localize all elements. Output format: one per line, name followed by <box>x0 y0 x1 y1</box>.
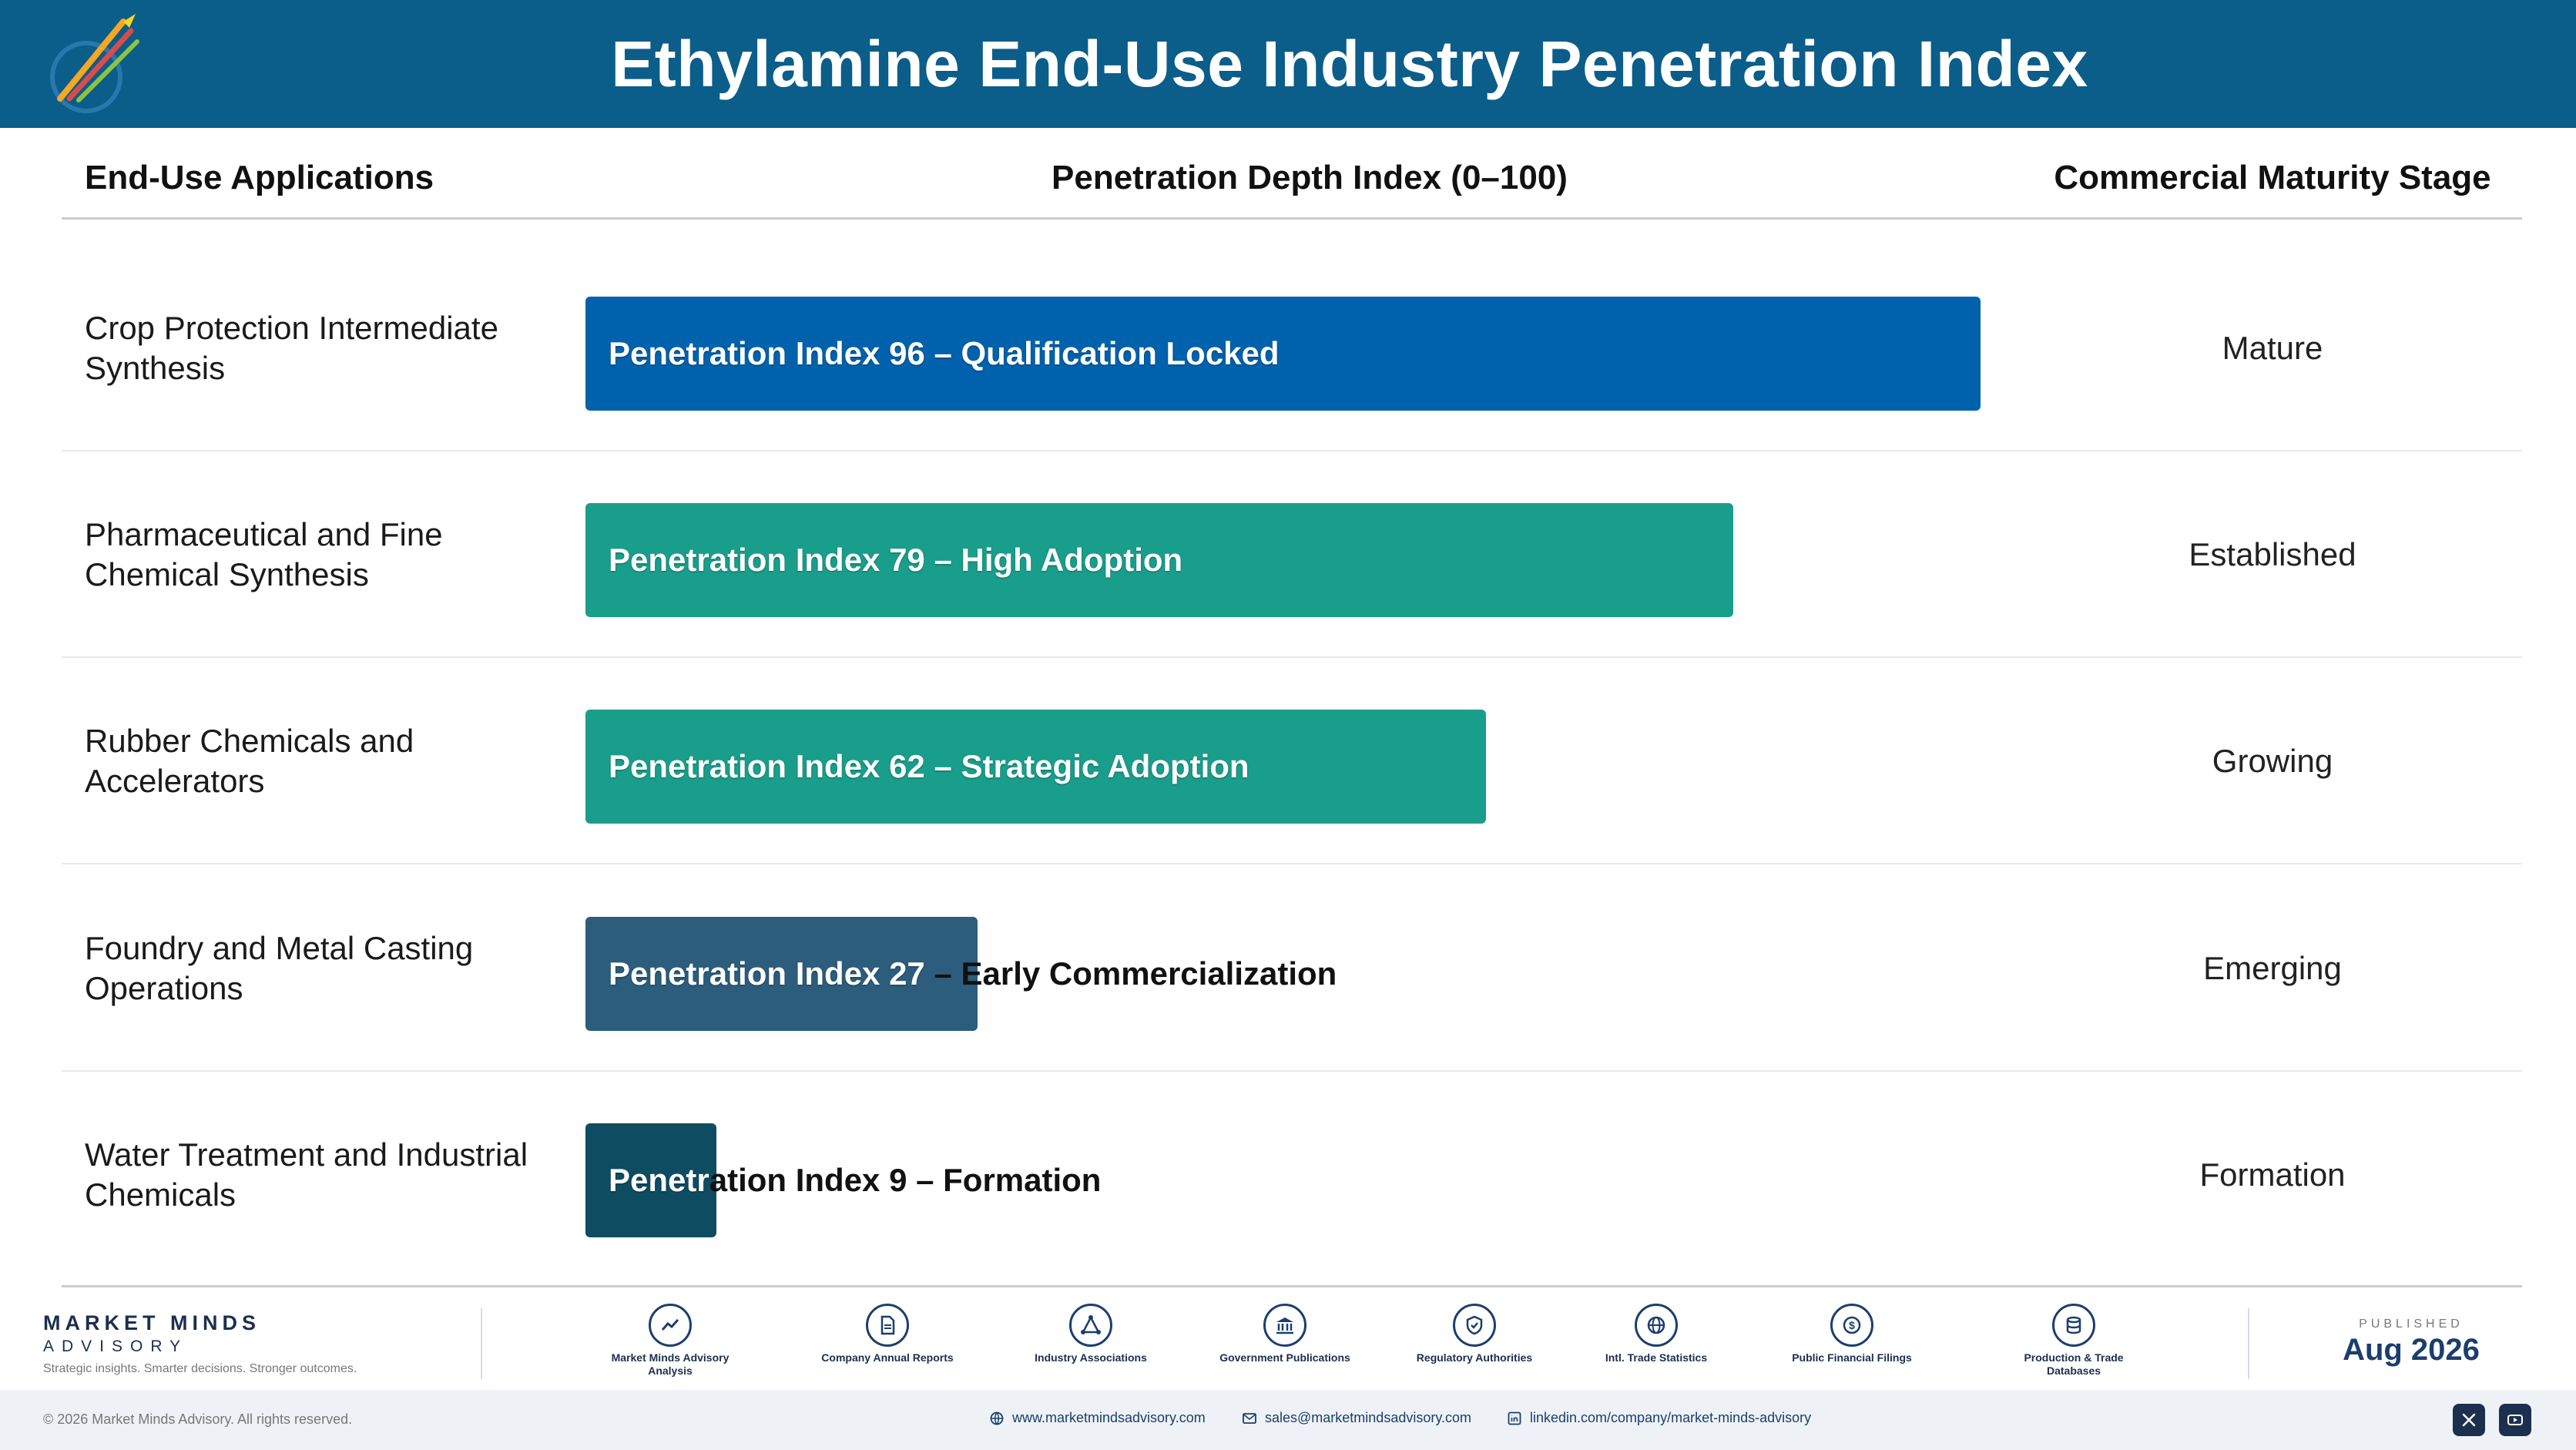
government-building-icon <box>1263 1304 1306 1347</box>
application-label: Foundry and Metal Casting Operations <box>85 930 474 1006</box>
source-label: Production & Trade Databases <box>2024 1351 2124 1377</box>
source-label: Regulatory Authorities <box>1416 1351 1533 1364</box>
footer-band: © 2026 Market Minds Advisory. All rights… <box>0 1390 2576 1450</box>
bar-track: Penetration Index 27 – Early Commerciali… <box>585 917 1983 1031</box>
bar-label-inside: Penetration Index 79 – High Adoption <box>609 542 1183 578</box>
column-header-applications: End-Use Applications <box>85 159 434 196</box>
source-label: Intl. Trade Statistics <box>1605 1351 1708 1364</box>
source-item: Industry Associations <box>1014 1304 1168 1364</box>
copyright-text: © 2026 Market Minds Advisory. All rights… <box>43 1411 353 1427</box>
penetration-bar <box>585 1123 716 1237</box>
source-label: Public Financial Filings <box>1792 1351 1912 1364</box>
penetration-bar <box>585 917 978 1031</box>
source-item: Market Minds Advisory Analysis <box>593 1304 747 1378</box>
application-label: Pharmaceutical and Fine Chemical Synthes… <box>85 516 443 592</box>
trend-chart-icon <box>649 1304 692 1347</box>
globe-icon <box>990 1411 1004 1425</box>
maturity-stage: Formation <box>2199 1156 2346 1193</box>
footer-divider <box>2248 1308 2249 1379</box>
brand-name: MARKET MINDS <box>43 1311 260 1334</box>
currency-icon: $ <box>1830 1304 1873 1347</box>
column-header-index: Penetration Depth Index (0–100) <box>1052 159 1568 196</box>
network-icon <box>1069 1304 1112 1347</box>
source-label: Market Minds Advisory Analysis <box>611 1351 730 1377</box>
chart-bottom-divider <box>62 1285 2522 1287</box>
penetration-bar <box>585 503 1733 617</box>
linkedin-link[interactable]: linkedin.com/company/market-minds-adviso… <box>1507 1410 1811 1426</box>
brand-tagline: Strategic insights. Smarter decisions. S… <box>43 1362 357 1375</box>
maturity-stage: Established <box>2189 536 2356 572</box>
bar-label: Penetration Index 9 – Formation <box>609 1123 1101 1237</box>
bar-label: Penetration Index 62 – Strategic Adoptio… <box>609 710 1249 824</box>
penetration-bar <box>585 710 1486 824</box>
bar-track: Penetration Index 9 – Formation <box>585 1123 1983 1237</box>
x-social-button[interactable] <box>2453 1404 2485 1436</box>
row-divider <box>62 656 2522 658</box>
linkedin-icon <box>1508 1411 1521 1425</box>
application-label: Rubber Chemicals and Accelerators <box>85 723 414 799</box>
page-title: Ethylamine End-Use Industry Penetration … <box>611 27 2088 100</box>
source-label: Industry Associations <box>1035 1351 1147 1364</box>
footer-divider <box>481 1308 482 1379</box>
published-label: PUBLISHED <box>2359 1317 2464 1331</box>
mail-icon <box>1243 1412 1256 1424</box>
penetration-bar <box>585 297 1981 411</box>
website-text: www.marketmindsadvisory.com <box>1012 1410 1206 1425</box>
bar-label-inside: Penetr <box>609 1162 709 1198</box>
source-item: Production & Trade Databases <box>1997 1304 2151 1378</box>
bar-label-outside: ation Index 9 – Formation <box>709 1162 1102 1198</box>
row-divider <box>62 1070 2522 1072</box>
table-row: Crop Protection Intermediate Synthesis P… <box>62 245 2522 451</box>
svg-text:$: $ <box>1849 1319 1855 1331</box>
table-row: Water Treatment and Industrial Chemicals… <box>62 1072 2522 1278</box>
source-label: Company Annual Reports <box>821 1351 954 1364</box>
source-item: Government Publications <box>1208 1304 1362 1364</box>
bar-label-outside: – Early Commercialization <box>924 955 1337 992</box>
document-icon <box>866 1304 909 1347</box>
column-header-stage: Commercial Maturity Stage <box>2054 159 2491 196</box>
source-item: $ Public Financial Filings <box>1775 1304 1929 1364</box>
source-item: Regulatory Authorities <box>1397 1304 1551 1364</box>
email-text: sales@marketmindsadvisory.com <box>1265 1410 1472 1425</box>
linkedin-text: linkedin.com/company/market-minds-adviso… <box>1530 1410 1812 1425</box>
table-row: Pharmaceutical and Fine Chemical Synthes… <box>62 451 2522 658</box>
application-label: Water Treatment and Industrial Chemicals <box>85 1136 528 1213</box>
header-divider <box>62 217 2522 220</box>
bar-label: Penetration Index 27 – Early Commerciali… <box>609 917 1337 1031</box>
company-logo <box>50 14 139 113</box>
bar-track: Penetration Index 96 – Qualification Loc… <box>585 297 1983 411</box>
globe-icon <box>1635 1304 1678 1347</box>
bar-label: Penetration Index 96 – Qualification Loc… <box>609 297 1280 411</box>
bar-label-inside: Penetration Index 96 – Qualification Loc… <box>609 335 1280 371</box>
row-divider <box>62 863 2522 864</box>
source-item: Intl. Trade Statistics <box>1579 1304 1733 1364</box>
table-row: Rubber Chemicals and Accelerators Penetr… <box>62 658 2522 864</box>
footer: MARKET MINDS ADVISORY Strategic insights… <box>0 1294 2576 1450</box>
brand-subtitle: ADVISORY <box>43 1338 189 1355</box>
youtube-icon <box>2507 1415 2523 1425</box>
maturity-stage: Emerging <box>2203 950 2342 986</box>
table-row: Foundry and Metal Casting Operations Pen… <box>62 865 2522 1072</box>
maturity-stage: Growing <box>2212 743 2333 779</box>
bar-track: Penetration Index 62 – Strategic Adoptio… <box>585 710 1983 824</box>
database-icon <box>2052 1304 2095 1347</box>
bar-label-inside: Penetration Index 27 <box>609 955 925 992</box>
website-link[interactable]: www.marketmindsadvisory.com <box>989 1410 1206 1426</box>
maturity-stage: Mature <box>2222 330 2323 366</box>
header-bar: Ethylamine End-Use Industry Penetration … <box>0 0 2576 128</box>
application-label: Crop Protection Intermediate Synthesis <box>85 310 498 386</box>
bar-label-inside: Penetration Index 62 – Strategic Adoptio… <box>609 748 1249 784</box>
email-link[interactable]: sales@marketmindsadvisory.com <box>1242 1410 1471 1426</box>
youtube-social-button[interactable] <box>2499 1404 2531 1436</box>
source-label: Government Publications <box>1219 1351 1350 1364</box>
bar-label: Penetration Index 79 – High Adoption <box>609 503 1182 617</box>
shield-check-icon <box>1453 1304 1496 1347</box>
x-logo-icon <box>2462 1413 2476 1427</box>
bar-track: Penetration Index 79 – High Adoption <box>585 503 1983 617</box>
published-date: Aug 2026 <box>2343 1333 2480 1367</box>
source-item: Company Annual Reports <box>810 1304 964 1364</box>
row-divider <box>62 450 2522 451</box>
